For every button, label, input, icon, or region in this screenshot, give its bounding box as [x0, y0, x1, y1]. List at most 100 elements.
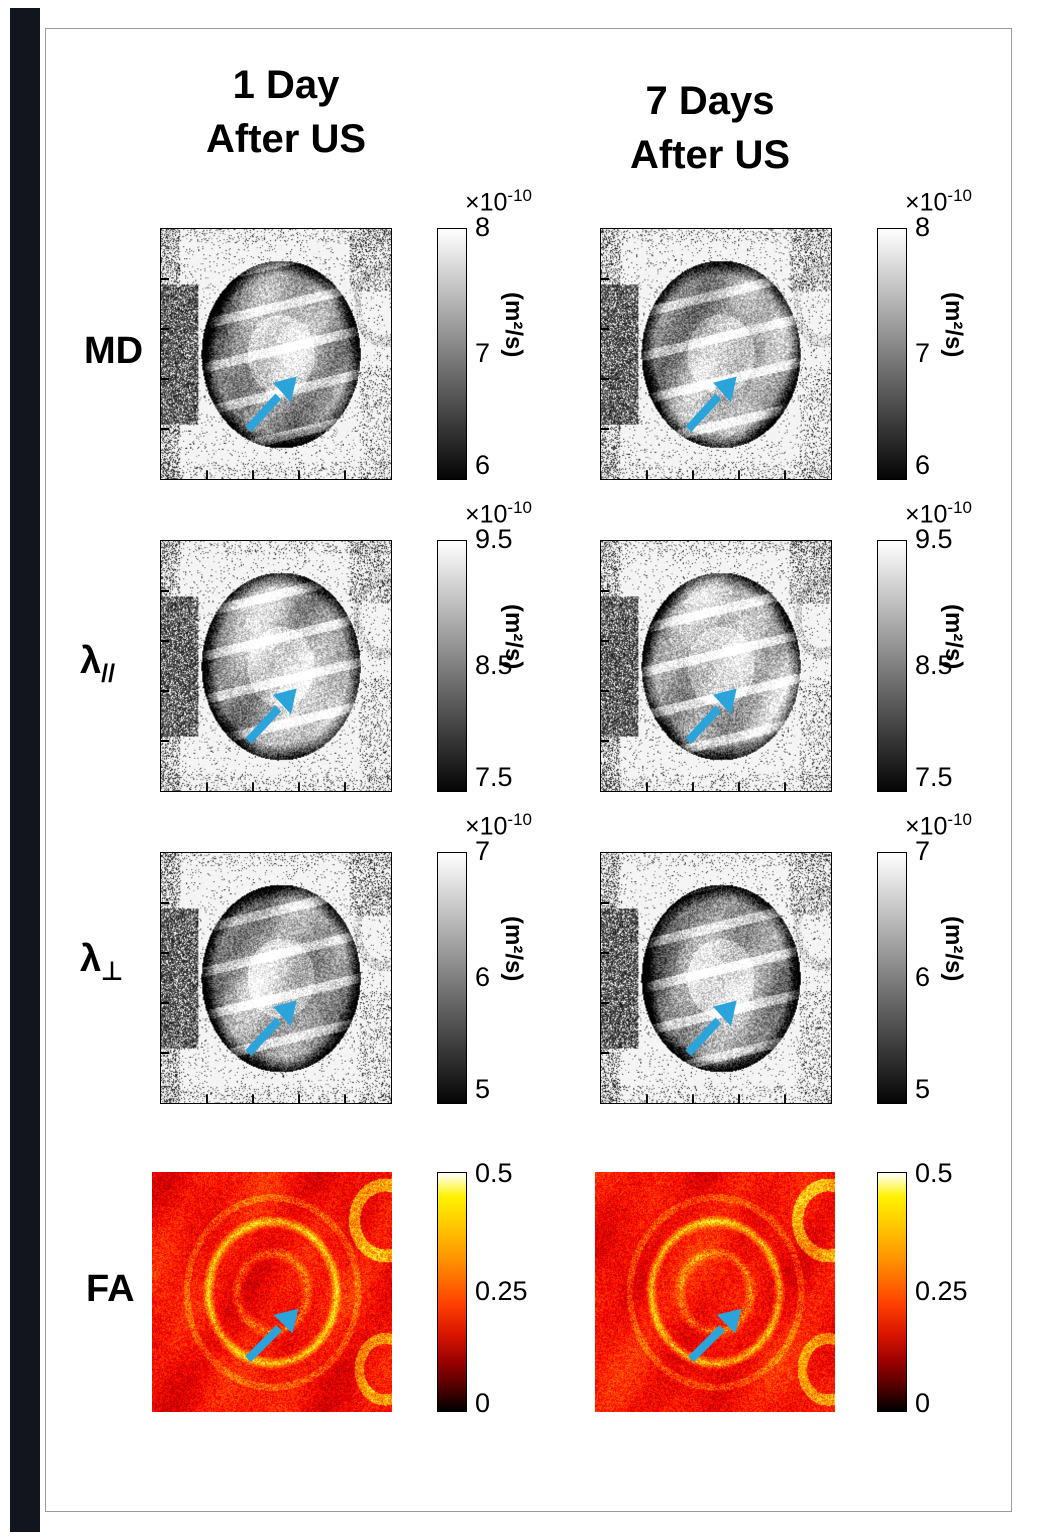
- column-header-day7-line1: 7 Days: [645, 79, 775, 123]
- colorbar-tick-min: 7.5: [475, 762, 513, 792]
- colorbar-tick-max: 7: [475, 836, 491, 866]
- colorbar-tick-mid: 8.5: [915, 650, 953, 680]
- colorbar-tick-max: 8: [475, 212, 491, 242]
- lperp-day1-overlay: [161, 902, 346, 1103]
- exp-base: ×10: [465, 500, 508, 529]
- colorbar-tick-max: 8: [915, 212, 931, 242]
- colorbar-fa-day1: [437, 1172, 467, 1412]
- column-header-day7: 7 Days After US: [560, 74, 860, 182]
- colorbar-tick-min: 0: [915, 1388, 931, 1418]
- lpar-day1-image: [161, 541, 391, 791]
- exp-base: ×10: [905, 812, 948, 841]
- colorbar-fa-day7: [877, 1172, 907, 1412]
- colorbar-tick-mid: 8.5: [475, 650, 513, 680]
- column-header-day7-line2: After US: [629, 133, 791, 177]
- colorbar-tick-max: 0.5: [475, 1158, 513, 1188]
- roi-arrow: [245, 1308, 299, 1363]
- row-label-md: MD: [84, 330, 143, 373]
- axis-ticks: [601, 278, 786, 479]
- lpar-day7-overlay: [601, 590, 786, 791]
- left-edge-bar: [10, 8, 40, 1532]
- colorbar-tick-min: 6: [915, 450, 931, 480]
- exp-sup: -10: [947, 498, 972, 517]
- row-label-md-text: MD: [84, 330, 144, 372]
- colorbar-tick-max: 7: [915, 836, 931, 866]
- row-label-lambda-parallel-sub: //: [101, 659, 116, 688]
- panel-lpar-day7: [600, 540, 832, 792]
- lperp-day7-image: [601, 853, 831, 1103]
- roi-arrow: [245, 1000, 297, 1057]
- roi-arrow: [685, 1000, 737, 1057]
- colorbar-tick-mid: 6: [475, 962, 491, 992]
- colorbar-exponent-lpar-day1: ×10-10: [465, 498, 532, 529]
- figure-frame: [45, 28, 1012, 1512]
- colorbar-tick-mid: 0.25: [475, 1276, 527, 1306]
- lpar-day7-image: [601, 541, 831, 791]
- panel-lperp-day7: [600, 852, 832, 1104]
- axis-ticks: [601, 902, 786, 1103]
- colorbar-tick-mid: 7: [915, 338, 931, 368]
- exp-sup: -10: [947, 186, 972, 205]
- colorbar-unit-lpar-day1: (m²/s): [500, 604, 527, 670]
- colorbar-md-day7: [877, 228, 907, 480]
- colorbar-tick-mid: 7: [475, 338, 491, 368]
- panel-lperp-day1: [160, 852, 392, 1104]
- column-header-day1-line1: 1 Day: [232, 63, 340, 107]
- row-label-lambda-parallel: λ//: [80, 640, 115, 689]
- row-label-fa: FA: [86, 1268, 135, 1311]
- roi-arrow: [245, 688, 297, 745]
- md-day7-image: [601, 229, 831, 479]
- colorbar-exponent-lpar-day7: ×10-10: [905, 498, 972, 529]
- exp-base: ×10: [465, 188, 508, 217]
- roi-arrow: [688, 1308, 742, 1363]
- colorbar-lperp-day7: [877, 852, 907, 1104]
- colorbar-exponent-lperp-day1: ×10-10: [465, 810, 532, 841]
- md-day1-image: [161, 229, 391, 479]
- fa-day7-image: [595, 1172, 835, 1412]
- row-label-fa-text: FA: [86, 1268, 135, 1310]
- colorbar-lpar-day7: [877, 540, 907, 792]
- colorbar-tick-max: 0.5: [915, 1158, 953, 1188]
- panel-md-day1: [160, 228, 392, 480]
- panel-fa-day1: [152, 1172, 392, 1412]
- roi-arrow: [245, 376, 297, 433]
- lperp-day1-image: [161, 853, 391, 1103]
- md-day7-overlay: [601, 278, 786, 479]
- colorbar-tick-max: 9.5: [915, 524, 953, 554]
- row-label-lambda-perp-text: λ: [80, 938, 102, 980]
- exp-sup: -10: [507, 186, 532, 205]
- row-label-lambda-perp: λ⊥: [80, 938, 123, 987]
- exp-base: ×10: [465, 812, 508, 841]
- lpar-day1-overlay: [161, 590, 346, 791]
- column-header-day1-line2: After US: [205, 117, 367, 161]
- row-label-lambda-perp-sub: ⊥: [101, 957, 123, 986]
- roi-arrow: [685, 688, 737, 745]
- colorbar-exponent-lperp-day7: ×10-10: [905, 810, 972, 841]
- axis-ticks: [601, 590, 786, 791]
- panel-lpar-day1: [160, 540, 392, 792]
- exp-sup: -10: [947, 810, 972, 829]
- colorbar-exponent-md-day1: ×10-10: [465, 186, 532, 217]
- colorbar-unit-md-day1: (m²/s): [500, 292, 527, 358]
- fa-day7-overlay: [688, 1308, 742, 1363]
- roi-arrow: [685, 376, 737, 433]
- colorbar-tick-min: 6: [475, 450, 491, 480]
- colorbar-unit-lperp-day1: (m²/s): [500, 916, 527, 982]
- column-header-day1: 1 Day After US: [136, 58, 436, 166]
- exp-sup: -10: [507, 810, 532, 829]
- md-day1-overlay: [161, 278, 346, 479]
- panel-fa-day7: [595, 1172, 835, 1412]
- colorbar-exponent-md-day7: ×10-10: [905, 186, 972, 217]
- row-label-lambda-parallel-text: λ: [80, 640, 102, 682]
- colorbar-tick-min: 5: [475, 1074, 491, 1104]
- colorbar-tick-min: 7.5: [915, 762, 953, 792]
- colorbar-unit-lperp-day7: (m²/s): [940, 916, 967, 982]
- exp-base: ×10: [905, 188, 948, 217]
- colorbar-lpar-day1: [437, 540, 467, 792]
- axis-ticks: [161, 902, 346, 1103]
- exp-base: ×10: [905, 500, 948, 529]
- colorbar-unit-md-day7: (m²/s): [940, 292, 967, 358]
- colorbar-tick-mid: 0.25: [915, 1276, 967, 1306]
- colorbar-tick-min: 5: [915, 1074, 931, 1104]
